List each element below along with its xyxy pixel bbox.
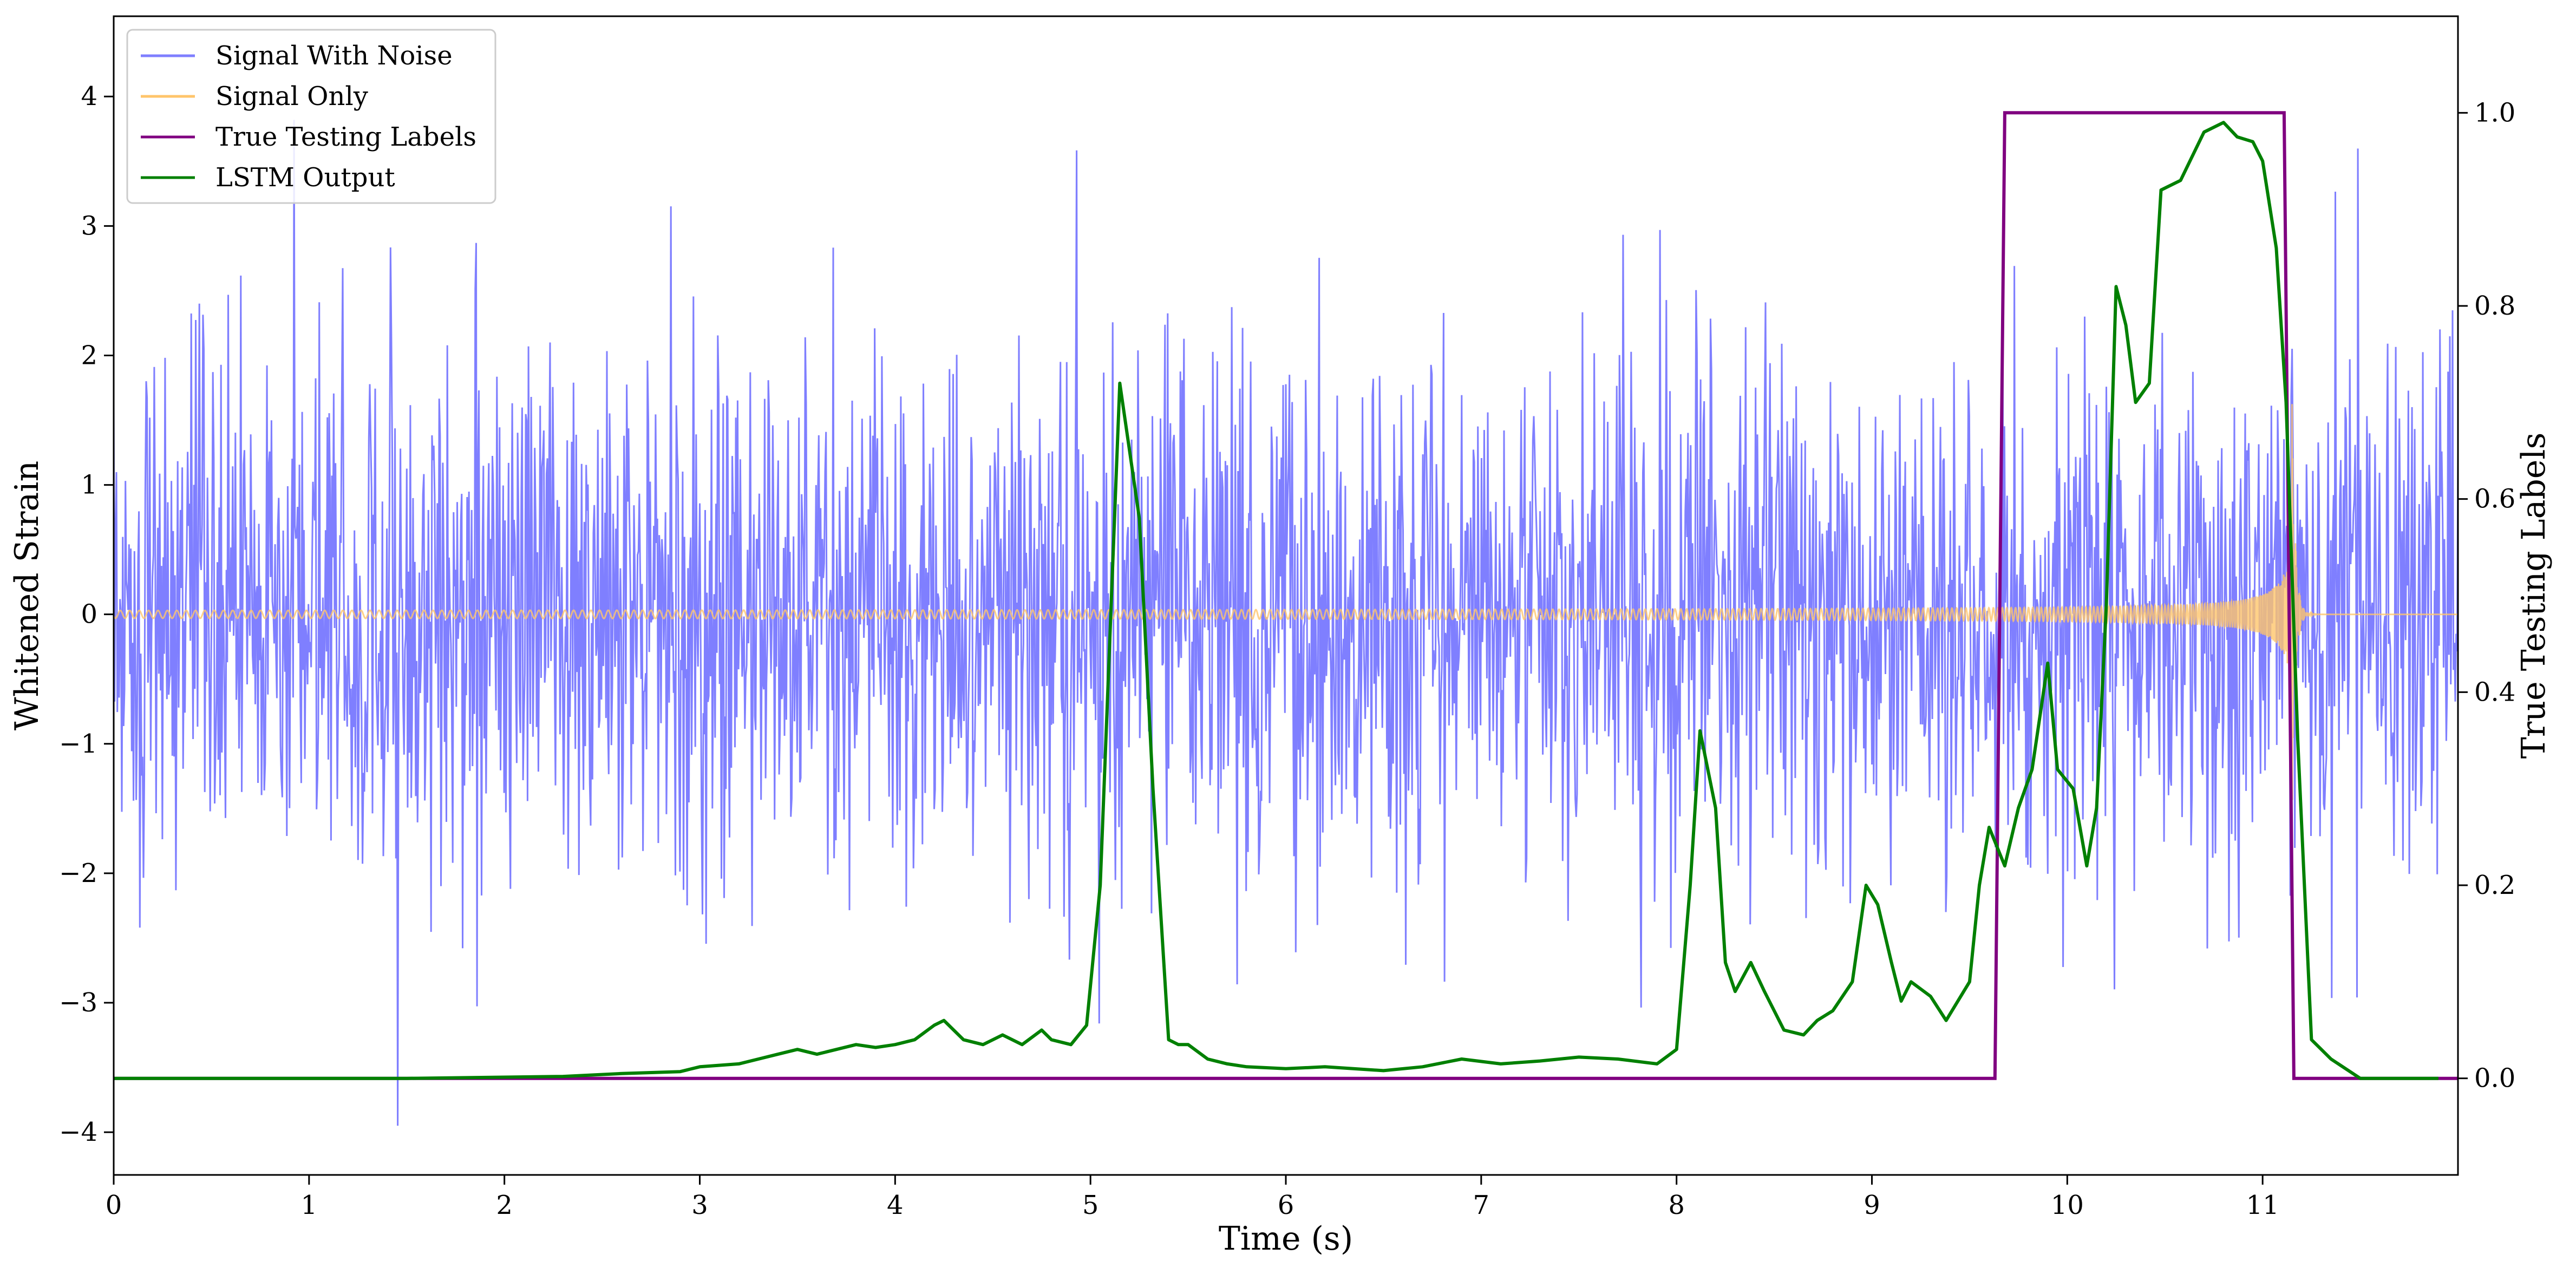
legend: Signal With Noise Signal Only True Testi…	[126, 29, 496, 204]
legend-label-signal-with-noise: Signal With Noise	[215, 41, 453, 71]
x-tick-label: 11	[2246, 1190, 2279, 1220]
y2-tick-label: 0.6	[2474, 484, 2515, 514]
legend-label-signal-only: Signal Only	[215, 81, 368, 112]
y-tick-label: 4	[81, 81, 97, 112]
y2-tick-label: 1.0	[2474, 97, 2515, 128]
x-tick-label: 3	[691, 1190, 708, 1220]
x-tick-label: 8	[1668, 1190, 1685, 1220]
series-layer	[114, 111, 2458, 1126]
series-true-testing-labels	[114, 111, 2458, 1080]
x-tick-label: 0	[106, 1190, 122, 1220]
x-tick-label: 2	[496, 1190, 513, 1220]
y2-tick-label: 0.0	[2474, 1063, 2515, 1094]
legend-label-lstm-output: LSTM Output	[215, 162, 395, 193]
y-tick-label: 3	[81, 211, 97, 241]
y-tick-label: −2	[59, 858, 97, 888]
series-signal-with-noise	[114, 120, 2458, 1126]
legend-box	[126, 29, 496, 204]
y2-axis-title: True Testing Labels	[2515, 433, 2553, 759]
y-tick-label: 0	[81, 599, 97, 630]
x-tick-label: 1	[301, 1190, 318, 1220]
x-axis: 0 1 2 3 4 5 6 7 8 9 10 11	[106, 1175, 2279, 1220]
x-tick-label: 6	[1278, 1190, 1294, 1220]
x-tick-label: 4	[887, 1190, 904, 1220]
y-tick-label: 1	[81, 470, 97, 500]
y-axis-right: 0.0 0.2 0.4 0.6 0.8 1.0	[2458, 97, 2515, 1094]
y-tick-label: 2	[81, 340, 97, 370]
x-tick-label: 9	[1864, 1190, 1880, 1220]
x-tick-label: 5	[1082, 1190, 1099, 1220]
y-tick-label: −4	[59, 1117, 97, 1147]
legend-label-true-testing-labels: True Testing Labels	[215, 122, 476, 152]
y-tick-label: −1	[59, 729, 97, 759]
y2-tick-label: 0.2	[2474, 870, 2515, 900]
y-axis-left: −4 −3 −2 −1 0 1 2 3 4	[59, 81, 114, 1147]
x-tick-label: 10	[2051, 1190, 2084, 1220]
y2-tick-label: 0.8	[2474, 291, 2515, 321]
y2-tick-label: 0.4	[2474, 677, 2515, 707]
series-lstm-output	[114, 121, 2438, 1080]
series-signal-only	[114, 404, 2458, 800]
y-axis-title: Whitened Strain	[8, 461, 46, 730]
y-tick-label: −3	[59, 988, 97, 1018]
x-tick-label: 7	[1473, 1190, 1490, 1220]
x-axis-title: Time (s)	[1219, 1220, 1353, 1258]
